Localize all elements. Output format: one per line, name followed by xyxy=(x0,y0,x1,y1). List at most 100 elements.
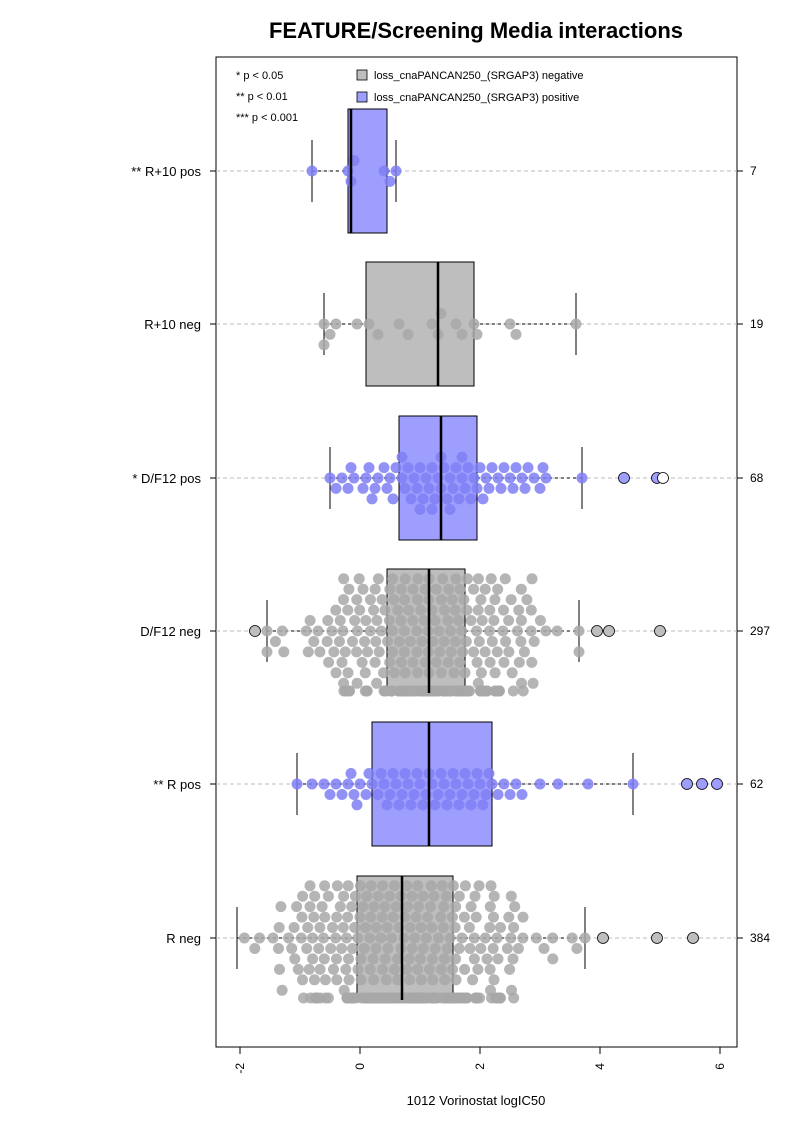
data-point xyxy=(440,890,452,902)
data-point xyxy=(459,667,471,679)
data-point xyxy=(410,911,422,923)
data-point xyxy=(414,462,426,474)
data-point xyxy=(366,778,378,790)
data-point xyxy=(386,932,398,944)
data-point xyxy=(319,911,331,923)
data-point xyxy=(342,604,354,616)
data-point xyxy=(346,901,358,913)
data-point xyxy=(324,472,336,484)
data-point xyxy=(358,943,370,954)
data-point xyxy=(467,974,479,986)
data-point xyxy=(500,636,512,647)
data-point xyxy=(341,932,352,944)
data-point xyxy=(444,932,456,944)
data-point xyxy=(330,667,342,679)
data-point xyxy=(456,328,468,340)
data-point xyxy=(458,594,470,606)
data-point xyxy=(388,667,400,679)
data-point xyxy=(334,901,346,913)
data-point xyxy=(401,963,413,975)
data-point xyxy=(484,963,496,975)
data-point xyxy=(389,880,400,892)
data-point xyxy=(450,318,462,330)
data-point xyxy=(398,625,410,637)
data-point xyxy=(516,789,528,800)
legend-swatch xyxy=(356,69,368,81)
data-point xyxy=(369,583,381,595)
data-point xyxy=(380,974,392,986)
data-point xyxy=(364,594,376,606)
outlier-point xyxy=(603,625,615,637)
data-point xyxy=(331,911,343,923)
data-point xyxy=(417,890,429,902)
data-point xyxy=(319,974,331,986)
data-point xyxy=(420,932,432,944)
data-point xyxy=(307,932,318,944)
data-point xyxy=(351,318,363,330)
data-point xyxy=(447,963,458,975)
data-point xyxy=(342,911,354,923)
data-point xyxy=(459,482,471,494)
data-point xyxy=(330,318,342,330)
data-point xyxy=(304,901,316,913)
data-point xyxy=(484,604,496,616)
data-point xyxy=(363,318,375,330)
data-point xyxy=(417,943,429,954)
data-point xyxy=(359,667,371,679)
data-point xyxy=(627,778,639,790)
data-point xyxy=(444,789,456,800)
data-point xyxy=(459,963,471,975)
group-label: R neg xyxy=(166,931,201,946)
data-point xyxy=(402,328,414,340)
data-point xyxy=(447,482,459,494)
data-point xyxy=(392,974,404,986)
data-point xyxy=(364,963,376,975)
data-point xyxy=(469,890,481,902)
data-point xyxy=(309,890,321,902)
data-point xyxy=(446,594,458,606)
data-point xyxy=(540,625,552,637)
data-point xyxy=(405,493,417,505)
data-point xyxy=(472,573,484,585)
data-point xyxy=(304,615,316,626)
data-point xyxy=(489,667,501,679)
point-layer xyxy=(238,109,723,1004)
data-point xyxy=(426,318,438,330)
data-point xyxy=(343,953,354,965)
data-point xyxy=(446,911,458,923)
data-point xyxy=(337,625,349,637)
data-point xyxy=(508,992,520,1004)
data-point xyxy=(361,890,373,902)
data-point xyxy=(416,636,428,647)
data-point xyxy=(384,472,396,484)
data-point xyxy=(412,880,424,892)
data-point xyxy=(342,880,354,892)
x-axis-label: 1012 Vorinostat logIC50 xyxy=(407,1093,546,1108)
data-point xyxy=(473,880,485,892)
data-point xyxy=(296,911,308,923)
significance-legend-item: ** p < 0.01 xyxy=(236,91,288,103)
data-point xyxy=(438,636,450,647)
data-point xyxy=(507,685,519,697)
outlier-point xyxy=(696,778,708,790)
data-point xyxy=(354,880,366,892)
data-point xyxy=(462,778,474,790)
data-point xyxy=(399,594,411,606)
data-point xyxy=(504,789,516,800)
data-point xyxy=(384,890,396,902)
data-point xyxy=(327,922,338,933)
data-point xyxy=(355,974,367,986)
data-point xyxy=(547,932,559,944)
data-point xyxy=(418,615,430,626)
data-point xyxy=(360,789,372,800)
data-point xyxy=(472,963,484,975)
data-point xyxy=(504,963,516,975)
data-point xyxy=(407,656,419,668)
data-point xyxy=(528,636,540,647)
data-point xyxy=(534,615,546,626)
data-point xyxy=(505,932,517,944)
outlier-point xyxy=(657,472,669,484)
data-point xyxy=(426,503,438,515)
data-point xyxy=(344,685,355,697)
data-point xyxy=(404,922,416,933)
